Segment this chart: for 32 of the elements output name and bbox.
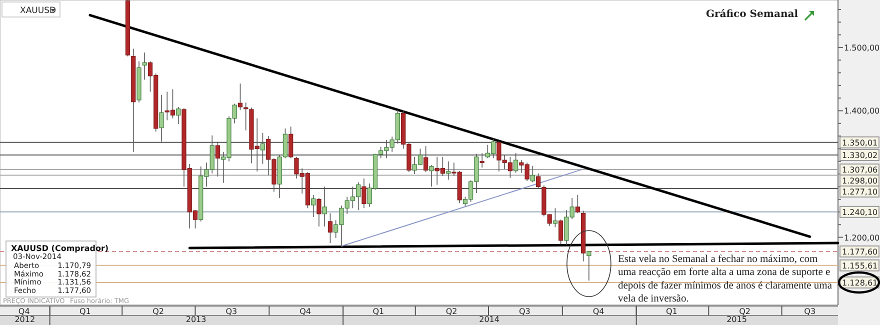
x-tick-label: Q1: [79, 306, 91, 316]
text: 2013: [186, 315, 206, 324]
x-tick-label: Q2: [446, 306, 458, 316]
x-tick-label: Q1: [372, 306, 384, 316]
text: 2012: [14, 315, 36, 324]
annotation: Esta vela no Semanal a fechar no máximo, com uma reacção em forte alta a uma zona de suporte e depois de fazer mínimos de anos é claramente uma vela de inversão.: [618, 254, 832, 305]
x-tick-label: Q2: [739, 306, 750, 316]
ref-line-label: 1.177,60: [842, 247, 878, 256]
ref-line-label: 1.298,00: [842, 176, 878, 186]
y-tick-label: 1.400,00: [844, 106, 880, 116]
ref-line-label: 1.155,61: [842, 261, 878, 270]
y-tick-label: 1.500,00: [844, 43, 880, 52]
ref-line-label: 1.307,06: [842, 166, 878, 175]
x-tick-label: Q2: [152, 306, 164, 316]
x-tick-label: Q3: [804, 306, 816, 316]
text: 2015: [726, 315, 747, 324]
annotation: XAUUSD: [20, 6, 56, 16]
annotation: XAUUSD (Comprador): [11, 244, 109, 253]
ref-line-label: 1.128,61: [842, 278, 878, 288]
x-tick-label: Q1: [666, 306, 678, 316]
text: Gráfico Semanal: [706, 9, 798, 20]
y-tick-label: 1.200,00: [844, 233, 880, 242]
ref-line-label: 1.240,10: [842, 208, 878, 217]
x-tick-label: Q3: [518, 306, 530, 316]
x-tick-label: Q4: [18, 306, 30, 316]
x-tick-label: Q4: [592, 306, 604, 316]
text: 2014: [479, 315, 500, 324]
ref-line-label: 1.330,02: [842, 151, 878, 160]
x-tick-label: Q3: [226, 306, 238, 316]
ref-line-label: 1.277,10: [842, 188, 878, 197]
ref-line-label: 1.350,01: [842, 138, 878, 148]
x-tick-label: Q4: [300, 306, 312, 316]
